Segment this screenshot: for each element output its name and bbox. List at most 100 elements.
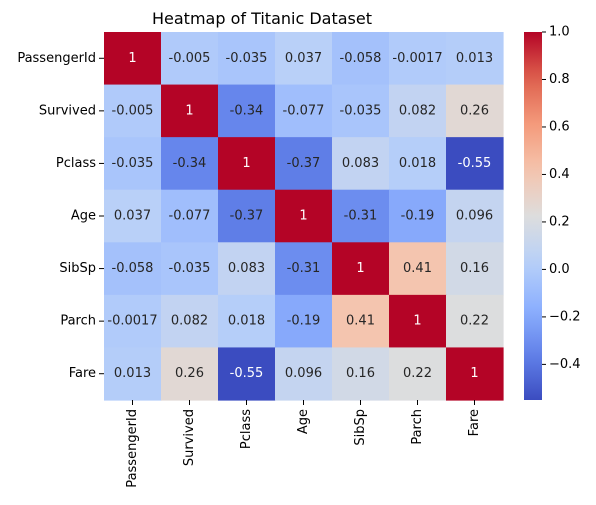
cell-value-label: -0.035 [226, 51, 268, 66]
colorbar-tick-label: 0.8 [549, 72, 570, 87]
heatmap-cell [275, 32, 333, 86]
cell-value-label: 0.096 [285, 366, 322, 381]
heatmap-cell [332, 84, 390, 138]
cell-value-label: -0.035 [340, 103, 382, 118]
heatmap-cell [104, 84, 162, 138]
cell-value-label: -0.035 [169, 261, 211, 276]
heatmap-cell [161, 84, 219, 138]
y-tick-label: Fare [69, 366, 96, 381]
y-tick-label: Age [71, 209, 96, 224]
cell-value-label: -0.37 [287, 156, 321, 171]
heatmap-cell [218, 189, 276, 243]
cell-value-label: -0.31 [344, 209, 378, 224]
cell-value-label: 0.083 [342, 156, 379, 171]
heatmap-cell [389, 294, 447, 349]
cell-value-label: 0.082 [399, 103, 436, 118]
heatmap-cell [446, 347, 504, 401]
cell-value-label: 0.41 [346, 314, 375, 329]
colorbar-tick-label: 0.6 [549, 119, 570, 134]
heatmap-cell [446, 32, 504, 86]
heatmap-cell [161, 137, 219, 191]
heatmap-cell [389, 189, 447, 243]
cell-value-label: -0.035 [112, 156, 154, 171]
heatmap-cell [332, 32, 390, 86]
cell-value-label: 1 [242, 156, 250, 171]
heatmap-cell [275, 347, 333, 401]
colorbar-tick-label: 0.0 [549, 262, 570, 277]
heatmap-cell [332, 242, 390, 296]
cell-value-label: -0.005 [169, 51, 211, 66]
heatmap-cell [218, 242, 276, 296]
cell-value-label: 0.037 [114, 209, 151, 224]
heatmap-cell-labels: 1 -0.005 -0.035 0.037 -0.058 -0.0017 0.013 -0.0… [107, 51, 493, 381]
heatmap-cell [161, 294, 219, 349]
heatmap-cell [218, 294, 276, 349]
cell-value-label: -0.058 [112, 261, 154, 276]
heatmap-cell [389, 242, 447, 296]
heatmap-cell [218, 84, 276, 138]
heatmap-cell [446, 137, 504, 191]
x-tick-label: Parch [410, 409, 425, 445]
x-axis: PassengerId Survived Pclass Age SibSp Parch Fa… [125, 400, 482, 488]
heatmap-cell [332, 294, 390, 349]
x-tick-label: Age [296, 409, 311, 434]
cell-value-label: 1 [356, 261, 364, 276]
cell-value-label: -0.55 [230, 366, 264, 381]
colorbar-tick-label: 0.2 [549, 214, 570, 229]
cell-value-label: -0.19 [287, 314, 321, 329]
heatmap-cell [161, 242, 219, 296]
cell-value-label: 0.018 [228, 314, 265, 329]
y-tick-label: Parch [60, 314, 96, 329]
cell-value-label: -0.0017 [392, 51, 442, 66]
chart-title: Heatmap of Titanic Dataset [152, 9, 372, 28]
x-tick-label: SibSp [353, 409, 368, 446]
x-tick-label: Survived [182, 409, 197, 466]
cell-value-label: 0.16 [460, 261, 489, 276]
heatmap-cell [104, 137, 162, 191]
heatmap-cell [161, 347, 219, 401]
cell-value-label: 1 [128, 51, 136, 66]
cell-value-label: -0.55 [458, 156, 492, 171]
heatmap-cell [218, 137, 276, 191]
cell-value-label: -0.31 [287, 261, 321, 276]
heatmap-cell [389, 137, 447, 191]
heatmap-cell [389, 32, 447, 86]
cell-value-label: 0.26 [175, 366, 204, 381]
y-tick-label: SibSp [59, 261, 96, 276]
colorbar-tick-label: −0.2 [549, 309, 581, 324]
cell-value-label: -0.37 [230, 209, 264, 224]
heatmap-cells [104, 32, 504, 401]
heatmap-cell [446, 84, 504, 138]
cell-value-label: -0.077 [169, 209, 211, 224]
cell-value-label: -0.0017 [107, 314, 157, 329]
x-tick-label: PassengerId [125, 409, 140, 488]
colorbar-gradient [524, 32, 542, 400]
heatmap-cell [446, 189, 504, 243]
heatmap-cell [275, 137, 333, 191]
cell-value-label: 0.013 [456, 51, 493, 66]
cell-value-label: -0.005 [112, 103, 154, 118]
heatmap-cell [275, 242, 333, 296]
heatmap-cell [218, 32, 276, 86]
heatmap-cell [161, 32, 219, 86]
colorbar: 1.0 0.8 0.6 0.4 0.2 0.0 −0.2 −0.4 [524, 25, 581, 400]
cell-value-label: 0.22 [460, 314, 489, 329]
heatmap-cell [104, 347, 162, 401]
y-tick-label: Pclass [56, 156, 96, 171]
x-tick-label: Pclass [239, 409, 254, 449]
heatmap-cell [275, 84, 333, 138]
cell-value-label: -0.34 [230, 103, 264, 118]
y-axis: PassengerId Survived Pclass Age SibSp Parch Fa… [17, 51, 104, 381]
heatmap-cell [161, 189, 219, 243]
heatmap-cell [389, 84, 447, 138]
heatmap-cell [218, 347, 276, 401]
cell-value-label: 0.037 [285, 51, 322, 66]
cell-value-label: 1 [413, 314, 421, 329]
cell-value-label: 0.018 [399, 156, 436, 171]
colorbar-tick-label: 1.0 [549, 25, 570, 40]
cell-value-label: 0.16 [346, 366, 375, 381]
cell-value-label: 0.26 [460, 103, 489, 118]
cell-value-label: -0.077 [283, 103, 325, 118]
heatmap-cell [446, 294, 504, 349]
